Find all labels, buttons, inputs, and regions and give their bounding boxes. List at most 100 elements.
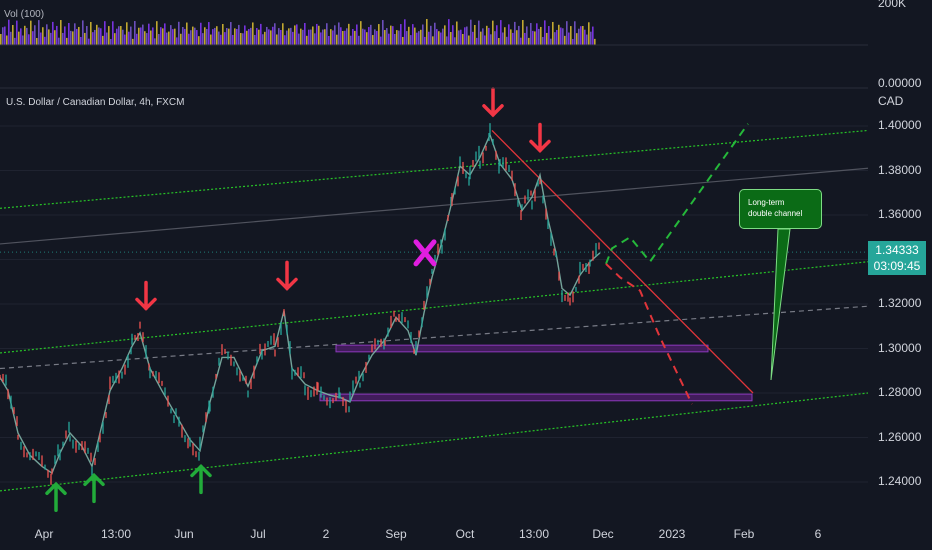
- volume-bar: [260, 23, 262, 45]
- y-tick-label: 1.40000: [878, 118, 922, 132]
- volume-bar: [256, 28, 258, 45]
- volume-bar: [530, 23, 532, 45]
- volume-bar: [30, 20, 32, 45]
- x-tick-label: Jul: [250, 527, 266, 541]
- volume-bar: [276, 34, 278, 45]
- volume-bar: [500, 20, 502, 45]
- volume-bar: [90, 21, 92, 45]
- volume-bar: [188, 33, 190, 45]
- volume-bar: [234, 28, 236, 45]
- volume-bar: [148, 23, 150, 45]
- volume-bar: [576, 33, 578, 45]
- volume-bar: [462, 33, 464, 45]
- volume-bar: [286, 30, 288, 45]
- volume-bar: [8, 19, 10, 45]
- volume-bar: [244, 25, 246, 45]
- volume-bar: [516, 30, 518, 45]
- volume-bar: [130, 26, 132, 45]
- volume-bar: [166, 32, 168, 45]
- volume-bar: [126, 22, 128, 45]
- volume-bar: [452, 25, 454, 45]
- volume-bar: [440, 32, 442, 45]
- volume-bar: [112, 21, 114, 45]
- volume-bar: [204, 27, 206, 45]
- volume-bar: [536, 23, 538, 45]
- volume-bar: [182, 27, 184, 45]
- x-tick-label: Sep: [385, 527, 407, 541]
- volume-bar: [246, 30, 248, 45]
- volume-bar: [14, 37, 16, 45]
- volume-bar: [348, 23, 350, 45]
- volume-bar: [526, 26, 528, 45]
- volume-bar: [28, 34, 30, 45]
- volume-bar: [72, 31, 74, 45]
- volume-bar: [412, 24, 414, 45]
- volume-bar: [48, 29, 50, 45]
- volume-bar: [436, 29, 438, 45]
- up-arrow-icon: [45, 481, 67, 512]
- volume-bar: [582, 25, 584, 45]
- volume-bar: [114, 33, 116, 45]
- volume-bar: [222, 24, 224, 45]
- volume-bar: [448, 19, 450, 45]
- volume-bar: [110, 38, 112, 45]
- volume-bar: [258, 29, 260, 45]
- volume-bar: [24, 25, 26, 45]
- volume-bar: [124, 34, 126, 45]
- x-tick-label: 2023: [658, 527, 686, 541]
- volume-bar: [388, 33, 390, 45]
- volume-bar: [514, 21, 516, 45]
- volume-bar: [106, 32, 108, 45]
- volume-bar: [268, 29, 270, 45]
- volume-bar: [194, 27, 196, 45]
- volume-bar: [420, 29, 422, 45]
- volume-bar: [132, 38, 134, 45]
- volume-bar: [564, 35, 566, 45]
- volume-bar: [406, 31, 408, 45]
- volume-bar: [190, 30, 192, 45]
- annotation-line-1: Long-term: [748, 198, 785, 207]
- volume-bar: [172, 29, 174, 45]
- volume-bar: [454, 37, 456, 45]
- volume-bar: [88, 38, 90, 45]
- volume-bar: [152, 27, 154, 45]
- volume-bar: [572, 38, 574, 45]
- volume-bar: [0, 34, 2, 45]
- volume-bar: [198, 36, 200, 45]
- volume-bar: [362, 28, 364, 45]
- volume-bar: [540, 26, 542, 45]
- volume-bar: [192, 26, 194, 45]
- volume-bar: [426, 19, 428, 45]
- volume-bar: [586, 34, 588, 45]
- volume-bar: [460, 29, 462, 45]
- volume-bar: [214, 27, 216, 45]
- bar-countdown: 03:09:45: [873, 259, 921, 273]
- volume-bar: [372, 35, 374, 45]
- volume-bar: [518, 25, 520, 45]
- volume-bar: [458, 30, 460, 45]
- y-tick-label: 1.26000: [878, 429, 922, 444]
- volume-bar: [128, 31, 130, 45]
- volume-bar: [398, 30, 400, 45]
- volume-bar: [484, 35, 486, 45]
- volume-bar: [248, 29, 250, 45]
- y-tick-label: 1.28000: [878, 385, 922, 399]
- volume-bar: [208, 22, 210, 45]
- volume-bar: [488, 27, 490, 45]
- volume-bar: [390, 25, 392, 45]
- volume-bar: [422, 24, 424, 45]
- volume-bar: [6, 35, 8, 45]
- volume-bar: [42, 27, 44, 45]
- volume-bar: [252, 22, 254, 45]
- last-price: 1.34333: [875, 243, 919, 257]
- volume-bar: [236, 28, 238, 45]
- volume-bar: [374, 29, 376, 45]
- volume-bar: [226, 28, 228, 45]
- symbol-title[interactable]: U.S. Dollar / Canadian Dollar, 4h, FXCM: [6, 97, 185, 108]
- volume-bar: [176, 37, 178, 45]
- volume-indicator-label[interactable]: Vol (100): [4, 9, 45, 20]
- volume-bar: [542, 36, 544, 45]
- volume-bar: [270, 30, 272, 45]
- annotation-callout[interactable]: Long-term double channel: [739, 189, 822, 229]
